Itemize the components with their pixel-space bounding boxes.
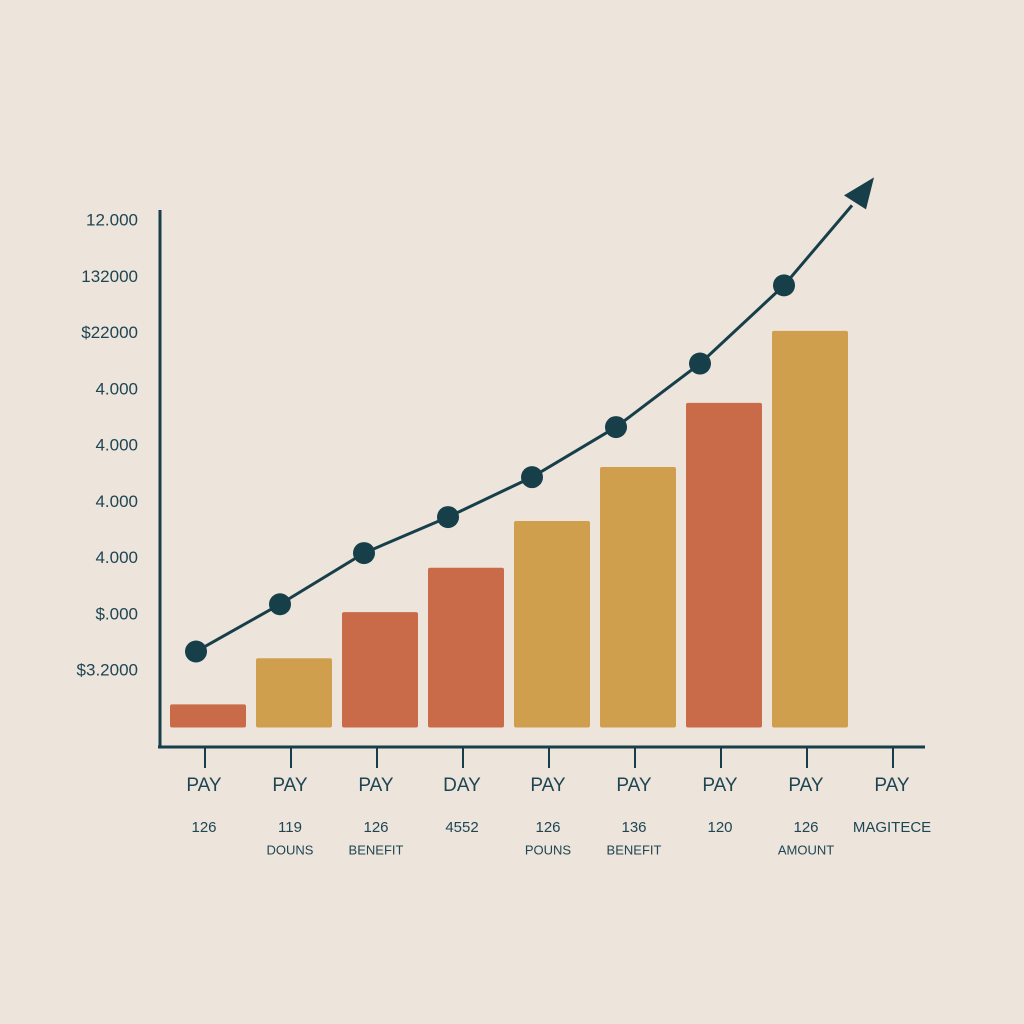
bar: [772, 330, 848, 728]
y-tick-label: $22000: [81, 323, 138, 342]
bar: [600, 467, 676, 728]
x-sublabel: BENEFIT: [349, 842, 404, 857]
x-sublabel: DOUNS: [267, 842, 314, 857]
line-point: [185, 640, 207, 663]
line-point: [353, 542, 375, 565]
x-sublabel: 136: [621, 819, 646, 836]
x-sublabel: 126: [535, 819, 560, 836]
x-sublabel: 4552: [445, 819, 478, 836]
bar: [686, 402, 762, 728]
line: [195, 284, 786, 653]
bar: [514, 521, 590, 728]
line-point: [437, 506, 459, 529]
line-point: [689, 352, 711, 375]
line-point: [521, 466, 543, 489]
x-tick-label: PAY: [616, 775, 652, 796]
x-tick-label: PAY: [788, 775, 824, 796]
x-sublabel: 119: [278, 819, 302, 836]
x-tick-label: PAY: [272, 775, 308, 796]
x-sublabel: 126: [363, 819, 388, 836]
x-sublabel: 120: [707, 819, 732, 836]
line-point: [269, 593, 291, 616]
y-tick-label: $.000: [95, 604, 138, 623]
bar: [428, 567, 504, 728]
x-sublabel: MAGITECE: [853, 819, 931, 836]
x-sublabel: 126: [191, 819, 216, 836]
x-sublabel: POUNS: [525, 842, 572, 857]
trend-arrow: [782, 204, 854, 287]
x-tick-label: DAY: [443, 775, 481, 796]
y-tick-label: $3.2000: [77, 661, 138, 680]
bar: [170, 704, 246, 728]
y-tick-label: 4.000: [95, 548, 138, 567]
x-tick-label: PAY: [530, 775, 566, 796]
x-sublabel: BENEFIT: [607, 842, 662, 857]
line-point: [773, 274, 795, 297]
y-tick-label: 4.000: [95, 436, 138, 455]
x-sublabel: 126: [793, 819, 818, 836]
bar: [342, 612, 418, 728]
y-tick-label: 4.000: [95, 492, 138, 511]
x-sublabel: AMOUNT: [778, 842, 834, 857]
y-tick-label: 4.000: [95, 379, 138, 398]
y-tick-label: 132000: [81, 267, 138, 286]
x-tick-label: PAY: [702, 775, 738, 796]
trend-arrowhead: [844, 177, 874, 210]
line-point: [605, 416, 627, 439]
bar: [256, 658, 332, 728]
x-tick-label: PAY: [874, 775, 910, 796]
x-tick-label: PAY: [186, 775, 222, 796]
y-tick-label: 12.000: [86, 211, 138, 230]
x-tick-label: PAY: [358, 775, 394, 796]
